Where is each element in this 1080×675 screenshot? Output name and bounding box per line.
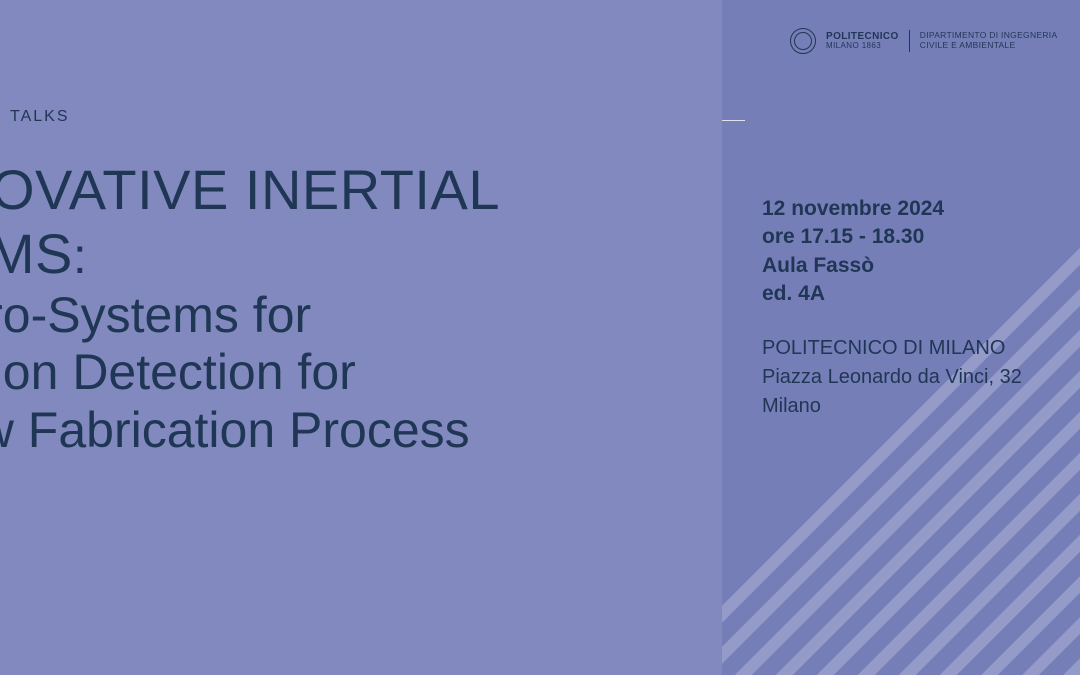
headline: NOVATIVE INERTIAL EMS: icro-Systems for … <box>0 158 692 459</box>
logo-name-2: MILANO 1863 <box>826 42 899 50</box>
event-date: 12 novembre 2024 <box>762 195 1070 223</box>
event-where: POLITECNICO DI MILANO Piazza Leonardo da… <box>762 334 1070 421</box>
headline-line3: icro-Systems for <box>0 287 311 343</box>
logo-dept-2: CIVILE E AMBIENTALE <box>920 41 1058 51</box>
headline-line1: NOVATIVE INERTIAL <box>0 158 500 221</box>
divider-line <box>722 120 745 121</box>
left-panel: TALKS NOVATIVE INERTIAL EMS: icro-System… <box>0 0 722 675</box>
event-address: Piazza Leonardo da Vinci, 32 <box>762 363 1070 392</box>
event-time: ore 17.15 - 18.30 <box>762 223 1070 251</box>
event-city: Milano <box>762 392 1070 421</box>
logo-seal-icon <box>790 28 816 54</box>
institution-logo: POLITECNICO MILANO 1863 DIPARTIMENTO DI … <box>790 28 1057 54</box>
logo-separator <box>909 30 910 52</box>
event-building: ed. 4A <box>762 280 1070 308</box>
event-info: 12 novembre 2024 ore 17.15 - 18.30 Aula … <box>762 195 1070 421</box>
headline-sep: : <box>73 228 87 284</box>
right-panel: POLITECNICO MILANO 1863 DIPARTIMENTO DI … <box>722 0 1080 675</box>
logo-text: POLITECNICO MILANO 1863 DIPARTIMENTO DI … <box>826 30 1057 52</box>
category-label: TALKS <box>10 108 70 126</box>
event-when: 12 novembre 2024 ore 17.15 - 18.30 Aula … <box>762 195 1070 308</box>
event-room: Aula Fassò <box>762 252 1070 280</box>
headline-line2: EMS <box>0 222 73 285</box>
headline-line5: ew Fabrication Process <box>0 402 470 458</box>
event-institution: POLITECNICO DI MILANO <box>762 334 1070 363</box>
headline-line4: otion Detection for <box>0 344 356 400</box>
